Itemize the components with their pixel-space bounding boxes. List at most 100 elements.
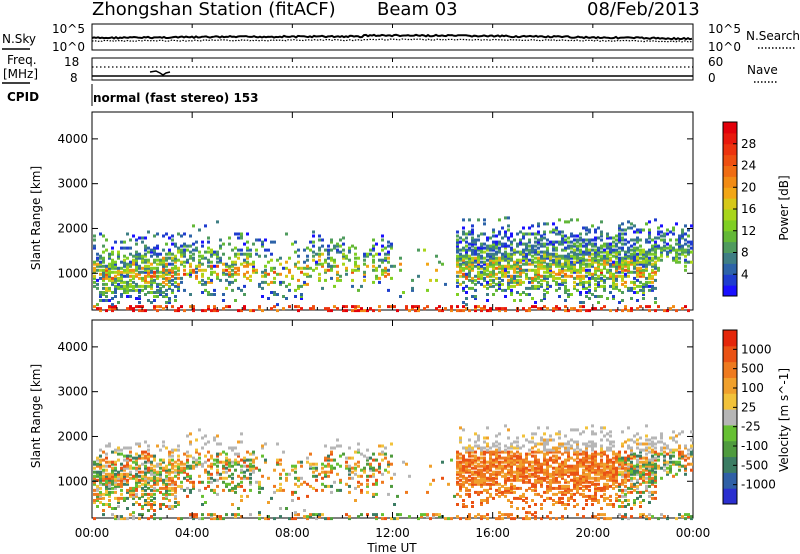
echo-cell xyxy=(519,494,522,498)
echo-cell xyxy=(636,480,639,484)
echo-cell xyxy=(525,458,528,462)
echo-cell xyxy=(669,246,672,250)
echo-cell xyxy=(447,517,450,521)
echo-cell xyxy=(180,250,183,254)
echo-cell xyxy=(681,230,684,234)
echo-cell xyxy=(642,462,645,466)
echo-cell xyxy=(633,476,636,480)
echo-cell xyxy=(546,291,549,294)
echo-cell xyxy=(549,252,552,256)
echo-cell xyxy=(642,284,645,288)
echo-cell xyxy=(360,474,363,478)
echo-cell xyxy=(495,252,498,256)
echo-cell xyxy=(111,513,114,517)
echo-cell xyxy=(570,234,573,238)
echo-cell xyxy=(624,456,627,460)
echo-cell xyxy=(597,268,600,272)
echo-cell xyxy=(135,254,138,258)
echo-cell xyxy=(168,252,171,256)
echo-cell xyxy=(492,458,495,462)
echo-cell xyxy=(135,488,138,492)
echo-cell xyxy=(633,238,636,242)
echo-cell xyxy=(498,280,501,284)
echo-cell xyxy=(204,256,207,260)
echo-cell xyxy=(156,291,159,294)
echo-cell xyxy=(510,288,513,292)
echo-cell xyxy=(477,254,480,258)
echo-cell xyxy=(528,486,531,490)
echo-cell xyxy=(483,462,486,466)
echo-cell xyxy=(645,254,648,258)
echo-cell xyxy=(663,442,666,446)
cpid-text: normal (fast stereo) 153 xyxy=(93,91,259,105)
echo-cell xyxy=(585,244,588,248)
echo-cell xyxy=(573,242,576,246)
echo-cell xyxy=(666,246,669,250)
power-ylabel: Slant Range [km] xyxy=(29,166,43,270)
echo-cell xyxy=(591,456,594,460)
echo-cell xyxy=(579,476,582,480)
echo-cell xyxy=(558,430,561,434)
echo-cell xyxy=(549,272,552,276)
echo-cell xyxy=(549,448,552,452)
echo-cell xyxy=(621,515,624,519)
echo-cell xyxy=(468,260,471,264)
echo-cell xyxy=(216,454,219,458)
echo-cell xyxy=(663,450,666,454)
echo-cell xyxy=(477,252,480,256)
echo-cell xyxy=(585,250,588,254)
echo-cell xyxy=(627,478,630,482)
echo-cell xyxy=(192,307,195,311)
echo-cell xyxy=(327,252,330,256)
echo-cell xyxy=(102,268,105,272)
echo-cell xyxy=(120,492,123,496)
echo-cell xyxy=(528,238,531,242)
echo-cell xyxy=(507,499,510,502)
echo-cell xyxy=(513,486,516,490)
echo-cell xyxy=(561,468,564,472)
echo-cell xyxy=(372,494,375,498)
echo-cell xyxy=(612,286,615,290)
echo-cell xyxy=(381,480,384,484)
echo-cell xyxy=(213,250,216,254)
echo-cell xyxy=(267,260,270,264)
echo-cell xyxy=(573,268,576,272)
echo-cell xyxy=(123,474,126,478)
echo-cell xyxy=(477,274,480,278)
echo-cell xyxy=(633,282,636,286)
echo-cell xyxy=(651,436,654,440)
echo-cell xyxy=(318,246,321,250)
echo-cell xyxy=(297,476,300,480)
echo-cell xyxy=(651,280,654,284)
echo-cell xyxy=(237,309,240,313)
echo-cell xyxy=(468,448,471,452)
echo-cell xyxy=(492,472,495,476)
echo-cell xyxy=(201,513,204,517)
echo-cell xyxy=(591,293,594,296)
echo-cell xyxy=(627,268,630,272)
echo-cell xyxy=(585,228,588,232)
echo-cell xyxy=(639,450,642,454)
echo-cell xyxy=(525,466,528,470)
echo-cell xyxy=(189,464,192,468)
echo-cell xyxy=(279,488,282,492)
echo-cell xyxy=(516,250,519,254)
echo-cell xyxy=(588,297,591,300)
echo-cell xyxy=(117,250,120,254)
echo-cell xyxy=(147,509,150,512)
echo-cell xyxy=(180,280,183,284)
echo-cell xyxy=(519,466,522,470)
echo-cell xyxy=(120,468,123,472)
echo-cell xyxy=(603,242,606,246)
echo-cell xyxy=(336,462,339,466)
echo-cell xyxy=(114,476,117,480)
echo-cell xyxy=(645,266,648,270)
echo-cell xyxy=(177,272,180,276)
echo-cell xyxy=(273,280,276,284)
echo-cell xyxy=(147,444,150,448)
echo-cell xyxy=(486,460,489,464)
echo-cell xyxy=(108,474,111,478)
echo-cell xyxy=(483,246,486,250)
echo-cell xyxy=(132,474,135,478)
echo-cell xyxy=(636,484,639,488)
